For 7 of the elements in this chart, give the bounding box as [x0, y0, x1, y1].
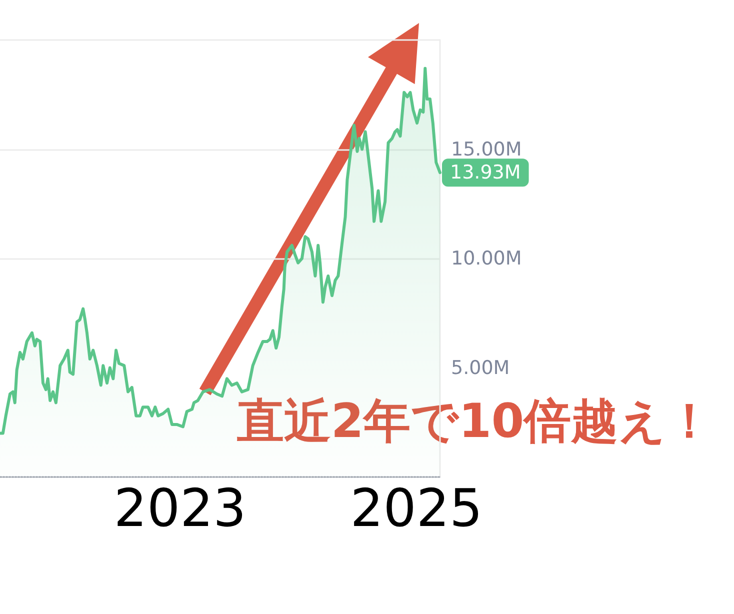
annotation: 13.93M: [450, 162, 521, 184]
x-tick-label: 2025: [350, 479, 483, 539]
y-tick-label: 5.00M: [451, 356, 510, 379]
y-tick-label: 10.00M: [451, 248, 522, 270]
y-tick-label: 15.00M: [451, 138, 522, 160]
x-tick-label: 2023: [114, 479, 246, 539]
annotation: 直近2年で10倍越え！: [236, 394, 714, 449]
